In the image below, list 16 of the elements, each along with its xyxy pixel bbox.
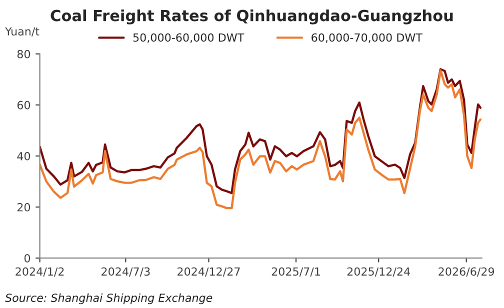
x-tick-label: 2025/12/24 [347, 267, 410, 277]
x-tick-label: 2026/6/29 [438, 267, 494, 277]
y-axis-title: Yuan/t [5, 27, 40, 36]
source-note: Source: Shanghai Shipping Exchange [5, 293, 212, 304]
x-tick-label: 2024/7/3 [102, 267, 150, 277]
x-tick-label: 2024/1/2 [16, 267, 64, 277]
chart-title: Coal Freight Rates of Qinhuangdao-Guangzhou [50, 9, 453, 24]
x-tick-label: 2025/7/1 [272, 267, 320, 277]
legend-label: 50,000-60,000 DWT [133, 33, 244, 43]
y-tick-label: 60 [17, 100, 30, 110]
x-tick-label: 2024/12/27 [178, 267, 240, 277]
y-tick-label: 20 [17, 203, 30, 212]
legend-label: 60,000-70,000 DWT [312, 33, 422, 43]
y-tick-label: 0 [24, 254, 30, 262]
y-tick-label: 80 [17, 50, 30, 58]
y-tick-label: 40 [17, 152, 30, 160]
